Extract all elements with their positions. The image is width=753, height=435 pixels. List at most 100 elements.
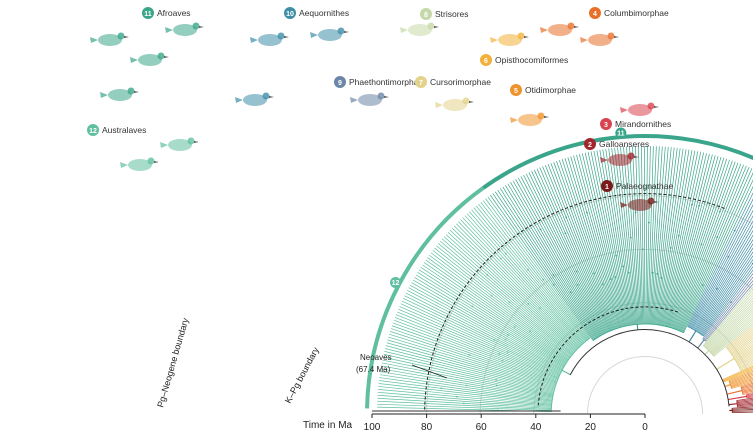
branch-11-1 xyxy=(492,193,595,341)
branch-12-39 xyxy=(404,295,561,373)
badge-2 xyxy=(584,138,596,150)
axis-tick-label-60: 60 xyxy=(476,422,488,433)
branch-11-35 xyxy=(584,152,626,327)
node-dot-12-21 xyxy=(429,356,432,359)
branch-11-69 xyxy=(658,149,687,326)
bird-head-13 xyxy=(537,112,545,120)
badge-11-num: 11 xyxy=(144,11,152,18)
label-cursorimorphae: Cursorimorphae xyxy=(430,77,491,87)
node-dot-12-81 xyxy=(542,278,545,281)
bird-head-9 xyxy=(607,32,615,40)
bird-head-18 xyxy=(187,137,195,145)
bird-illustrations xyxy=(90,22,659,211)
branch-12-54 xyxy=(427,257,570,360)
branch-11-53 xyxy=(638,146,644,325)
branch-7-3 xyxy=(728,331,753,351)
node-dot-12-12 xyxy=(465,384,468,387)
branch-11-38 xyxy=(593,150,629,326)
branch-11-37 xyxy=(590,151,628,326)
branch-11-49 xyxy=(626,146,640,325)
bird-body-2 xyxy=(173,24,197,36)
branch-11-8 xyxy=(510,182,601,337)
branch-10-4 xyxy=(691,215,753,329)
bird-body-8 xyxy=(498,34,522,46)
branch-12-51 xyxy=(422,264,568,363)
branch-8-11 xyxy=(711,314,753,354)
node-dot-11-54 xyxy=(641,248,644,251)
bird-illustration-4 xyxy=(250,32,289,46)
bird-tail-18 xyxy=(160,142,168,148)
node-dot-11-51 xyxy=(634,211,637,214)
clade-labels: 11 Afroaves 10 Aequornithes 8 Strisores … xyxy=(87,7,673,192)
node-dot-11-42 xyxy=(622,265,625,268)
badge-7 xyxy=(415,76,427,88)
badge-5-num: 5 xyxy=(514,88,518,95)
branch-11-63 xyxy=(652,146,669,325)
branch-8-0 xyxy=(703,286,753,346)
branch-10-8 xyxy=(695,234,753,331)
branch-12-5 xyxy=(377,391,552,407)
bird-illustration-17 xyxy=(120,157,159,171)
bird-illustration-13 xyxy=(510,112,549,126)
branch-10-12 xyxy=(698,251,753,334)
branch-12-58 xyxy=(434,247,572,357)
branch-8-14 xyxy=(713,320,753,356)
branch-12-15 xyxy=(381,362,553,397)
bird-head-14 xyxy=(647,102,655,110)
branch-8-9 xyxy=(709,309,753,352)
branch-12-31 xyxy=(394,317,558,381)
bird-head-5 xyxy=(337,27,345,35)
branch-12-36 xyxy=(400,303,560,376)
branch-8-10 xyxy=(710,312,753,353)
badge-4-num: 4 xyxy=(593,11,597,18)
branch-11-31 xyxy=(573,155,622,328)
bird-tail-14 xyxy=(620,107,628,113)
branch-12-33 xyxy=(397,311,559,379)
bird-head-10 xyxy=(567,22,575,30)
node-dot-10-0 xyxy=(733,229,736,232)
bird-tail-17 xyxy=(120,162,128,168)
branch-12-40 xyxy=(405,292,562,372)
bird-body-12 xyxy=(443,99,467,111)
branch-11-25 xyxy=(556,160,616,330)
bird-tail-16 xyxy=(620,202,628,208)
bird-beak-10 xyxy=(574,26,579,28)
branch-12-22 xyxy=(386,342,555,390)
branch-11-65 xyxy=(654,147,675,325)
branch-11-11 xyxy=(517,177,603,335)
bird-beak-18 xyxy=(194,141,199,143)
branch-12-14 xyxy=(381,365,553,398)
arc-badge-11 xyxy=(615,127,627,139)
bird-head-12 xyxy=(462,97,470,105)
branch-11-73 xyxy=(662,151,699,326)
bird-illustration-9 xyxy=(580,32,619,46)
branch-10-9 xyxy=(696,239,753,332)
branch-12-68 xyxy=(453,225,579,349)
branch-12-1 xyxy=(377,403,552,411)
k-pg-boundary-label: K–Pg boundary xyxy=(283,345,321,405)
bird-tail-7 xyxy=(400,27,408,33)
node-dot-11-39 xyxy=(615,254,618,257)
bird-beak-1 xyxy=(164,56,169,58)
node-dot-12-30 xyxy=(501,359,504,362)
branch-12-16 xyxy=(382,359,554,396)
branch-12-4 xyxy=(377,394,552,408)
branch-12-67 xyxy=(451,227,578,350)
branch-11-90 xyxy=(678,165,747,331)
branch-11-47 xyxy=(620,147,638,325)
bird-tail-12 xyxy=(435,102,443,108)
branch-8-2 xyxy=(704,292,753,348)
branch-10-7 xyxy=(694,230,753,331)
branch-8-1 xyxy=(703,289,753,347)
node-dot-12-45 xyxy=(507,334,510,336)
axis-tick-label-20: 20 xyxy=(585,422,597,433)
bird-body-6 xyxy=(243,94,267,106)
label-galloanseres: Galloanseres xyxy=(599,139,649,149)
branch-11-58 xyxy=(647,146,654,325)
branch-12-59 xyxy=(436,245,573,356)
branch-7-4 xyxy=(729,332,753,352)
branch-12-65 xyxy=(447,232,577,351)
bird-illustration-16 xyxy=(620,197,659,211)
node-dot-12-36 xyxy=(506,351,509,353)
